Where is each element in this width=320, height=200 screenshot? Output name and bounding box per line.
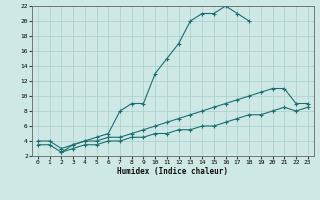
X-axis label: Humidex (Indice chaleur): Humidex (Indice chaleur)	[117, 167, 228, 176]
